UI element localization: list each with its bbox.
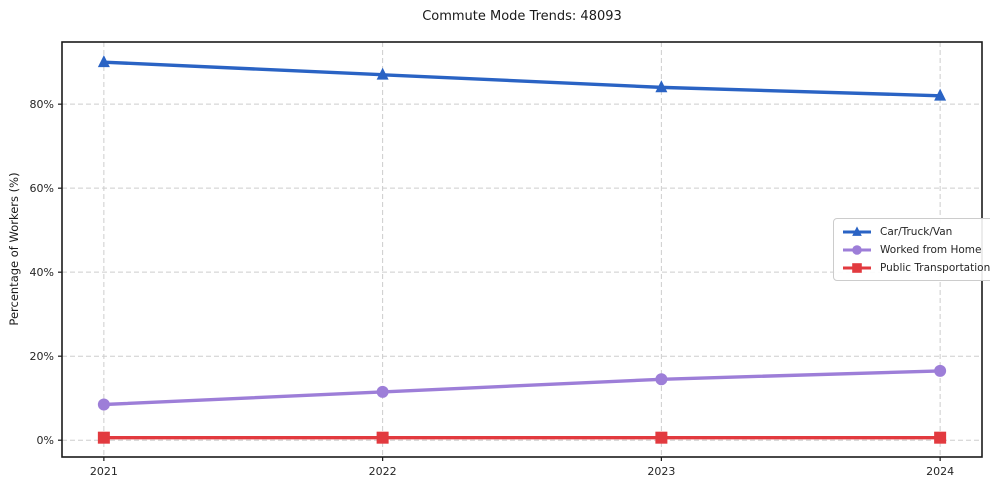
series-line-triangle bbox=[102, 60, 942, 98]
series-line-circle bbox=[102, 369, 942, 407]
legend-item: Public Transportation bbox=[841, 260, 990, 275]
data-point-marker bbox=[852, 244, 862, 255]
legend-item: Car/Truck/Van bbox=[841, 224, 990, 239]
legend-item-label: Car/Truck/Van bbox=[880, 225, 953, 238]
circle-legend-marker-icon bbox=[843, 244, 871, 255]
legend-item: Worked from Home bbox=[841, 242, 990, 257]
x-tick-label: 2024 bbox=[926, 465, 954, 478]
y-tick-label: 20% bbox=[30, 350, 54, 363]
square-legend-marker-icon bbox=[843, 262, 871, 273]
data-point-marker bbox=[97, 55, 110, 68]
data-point-marker bbox=[852, 262, 862, 273]
y-tick-label: 80% bbox=[30, 98, 54, 111]
triangle-legend-marker-icon bbox=[843, 225, 871, 236]
x-tick-label: 2022 bbox=[369, 465, 397, 478]
legend: Car/Truck/Van Worked from Home Public Tran… bbox=[833, 218, 990, 281]
data-point-marker bbox=[934, 364, 947, 377]
data-point-marker bbox=[934, 88, 947, 101]
data-point-marker bbox=[376, 431, 389, 444]
y-tick-label: 40% bbox=[30, 266, 54, 279]
legend-item-label: Public Transportation bbox=[880, 261, 990, 274]
data-point-marker bbox=[852, 225, 862, 236]
data-point-marker bbox=[97, 431, 110, 444]
data-point-marker bbox=[376, 385, 389, 398]
y-tick-label: 0% bbox=[37, 434, 54, 447]
x-tick-label: 2023 bbox=[647, 465, 675, 478]
data-point-marker bbox=[934, 431, 947, 444]
chart-title: Commute Mode Trends: 48093 bbox=[422, 9, 622, 24]
data-point-marker bbox=[97, 398, 110, 411]
y-tick-label: 60% bbox=[30, 182, 54, 195]
data-point-marker bbox=[655, 80, 668, 93]
data-point-marker bbox=[376, 67, 389, 80]
data-point-marker bbox=[655, 431, 668, 444]
data-point-marker bbox=[655, 373, 668, 386]
x-tick-label: 2021 bbox=[90, 465, 118, 478]
legend-item-label: Worked from Home bbox=[880, 243, 982, 256]
